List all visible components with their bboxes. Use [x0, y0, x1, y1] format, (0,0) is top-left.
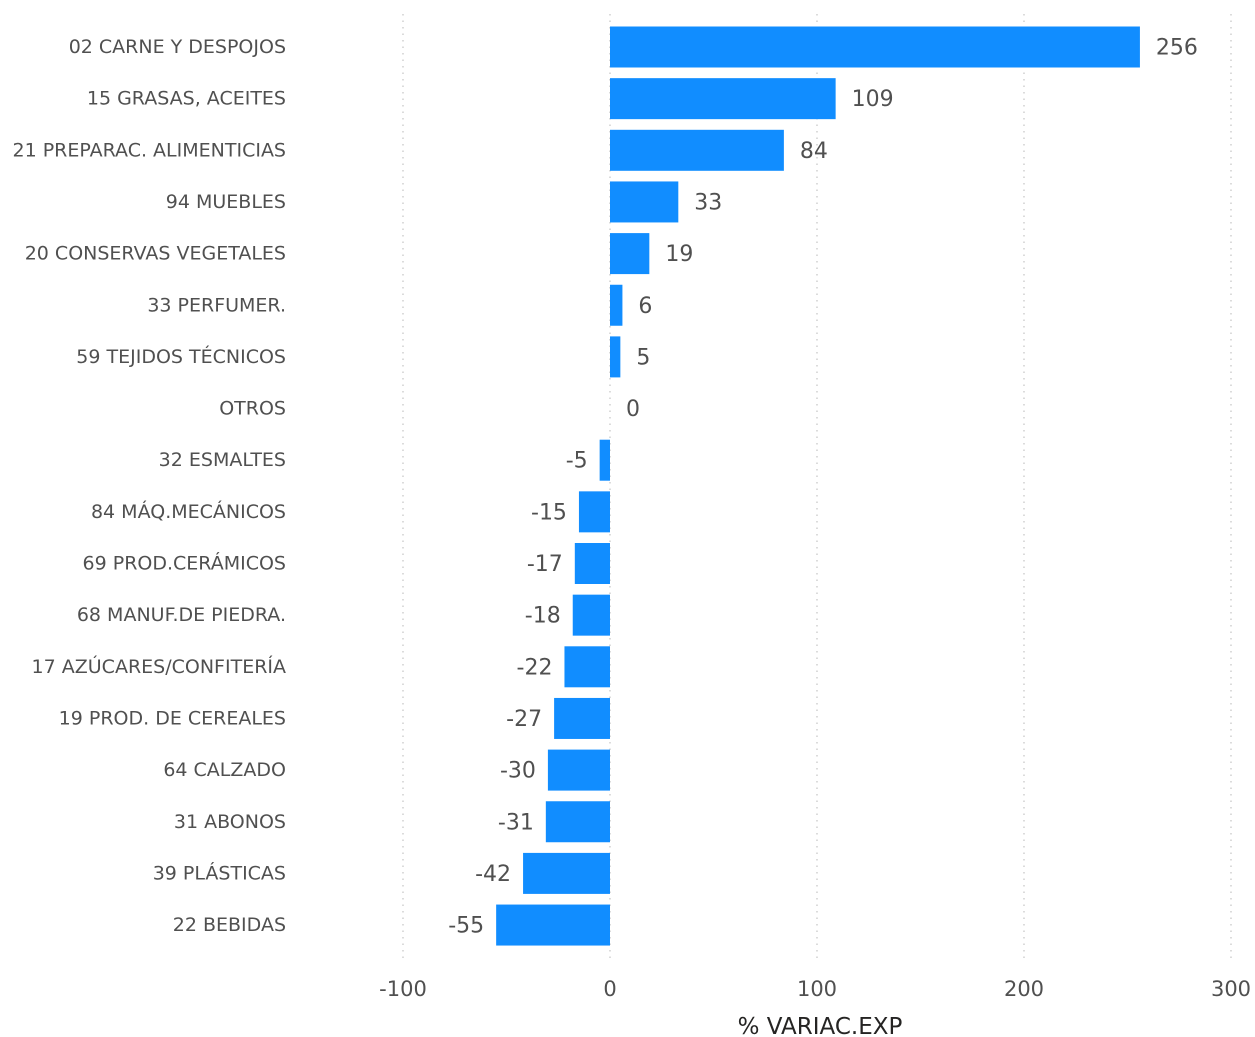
category-label: 39 PLÁSTICAS [153, 861, 286, 884]
data-label: 109 [852, 87, 894, 112]
data-label: -5 [566, 449, 588, 474]
category-label: 64 CALZADO [163, 759, 286, 781]
x-axis-title: % VARIAC.EXP [738, 1014, 903, 1037]
category-label: 22 BEBIDAS [173, 914, 286, 936]
bar [610, 129, 784, 171]
bar [564, 646, 610, 688]
bar [610, 78, 836, 120]
data-label: 6 [638, 294, 652, 319]
category-label: 15 GRASAS, ACEITES [87, 88, 286, 110]
category-label: 02 CARNE Y DESPOJOS [69, 36, 286, 58]
data-label: 19 [665, 242, 693, 267]
bar [610, 336, 621, 378]
data-label: 0 [626, 397, 640, 422]
category-label: 32 ESMALTES [159, 449, 286, 471]
data-label: 84 [800, 139, 828, 164]
bar [574, 543, 610, 584]
category-labels: 02 CARNE Y DESPOJOS 15 GRASAS, ACEITES 21 … [13, 36, 287, 936]
data-label: -22 [517, 655, 553, 680]
bar [572, 594, 610, 636]
x-tick-label: -100 [379, 977, 427, 1001]
bar [496, 904, 610, 946]
data-label: -30 [500, 759, 536, 784]
x-tick-label: 0 [603, 977, 616, 1001]
x-tick-label: 200 [1004, 977, 1044, 1001]
data-label: -18 [525, 604, 561, 629]
x-tick-label: 100 [797, 977, 837, 1001]
category-label: 17 AZÚCARES/CONFITERÍA [32, 654, 286, 678]
bar [610, 233, 650, 275]
category-label: 94 MUEBLES [166, 191, 286, 213]
data-label: 33 [694, 190, 722, 215]
bar [610, 181, 679, 223]
bars [496, 26, 1140, 946]
data-label: -15 [531, 500, 567, 525]
data-label: -55 [448, 914, 484, 939]
category-label: 84 MÁQ.MECÁNICOS [91, 500, 286, 523]
bar [610, 284, 623, 326]
x-axis-ticks: -100 0 100 200 300 [379, 977, 1251, 1001]
bar [599, 439, 610, 481]
bar [545, 801, 610, 843]
data-labels: 256 109 84 33 19 6 5 0 -5 -15 -17 -18 -22 -27 -30 -31 -4… [448, 36, 1198, 939]
category-label: 33 PERFUMER. [147, 294, 286, 316]
category-label: 31 ABONOS [174, 811, 286, 833]
data-label: -31 [498, 810, 534, 835]
data-label: -27 [506, 707, 542, 732]
category-label: 21 PREPARAC. ALIMENTICIAS [13, 139, 287, 161]
bar [547, 749, 610, 791]
data-label: -42 [475, 862, 511, 887]
bar [554, 697, 610, 739]
data-label: -17 [527, 552, 563, 577]
category-label: 69 PROD.CERÁMICOS [83, 552, 286, 575]
bar [578, 491, 610, 533]
category-label: 68 MANUF.DE PIEDRA. [77, 604, 286, 626]
bar [523, 852, 610, 894]
category-label: 59 TEJIDOS TÉCNICOS [76, 345, 286, 368]
category-label: 19 PROD. DE CEREALES [59, 707, 286, 729]
x-tick-label: 300 [1211, 977, 1251, 1001]
bar [610, 26, 1140, 68]
data-label: 256 [1156, 36, 1198, 61]
category-label: 20 CONSERVAS VEGETALES [25, 243, 286, 265]
data-label: 5 [636, 345, 650, 370]
category-label: OTROS [219, 398, 286, 420]
gridlines [402, 14, 1232, 958]
